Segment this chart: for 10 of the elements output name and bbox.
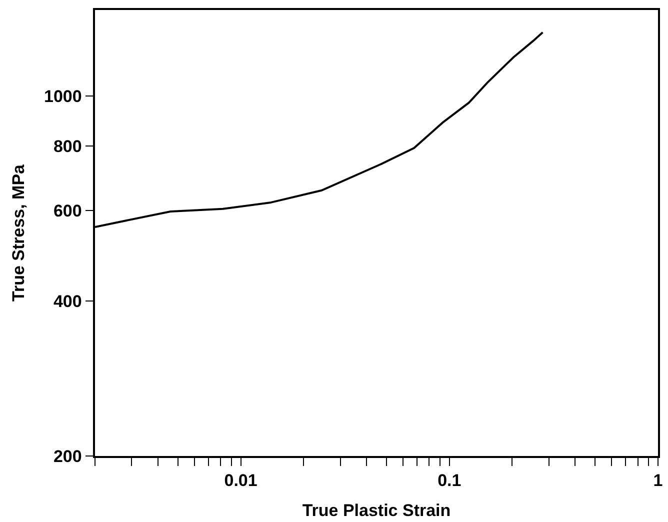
x-axis-title: True Plastic Strain (302, 501, 451, 520)
y-tick-label: 1000 (44, 87, 82, 106)
y-tick-label: 200 (53, 446, 82, 466)
y-tick-label: 400 (53, 292, 82, 311)
x-tick-label: 0.01 (224, 471, 258, 490)
y-axis-title: True Stress, MPa (9, 164, 28, 302)
x-tick-label: 0.1 (438, 471, 462, 490)
y-tick-label: 600 (53, 201, 82, 220)
y-tick-label: 800 (53, 136, 82, 156)
x-tick-label: 1 (653, 471, 663, 490)
